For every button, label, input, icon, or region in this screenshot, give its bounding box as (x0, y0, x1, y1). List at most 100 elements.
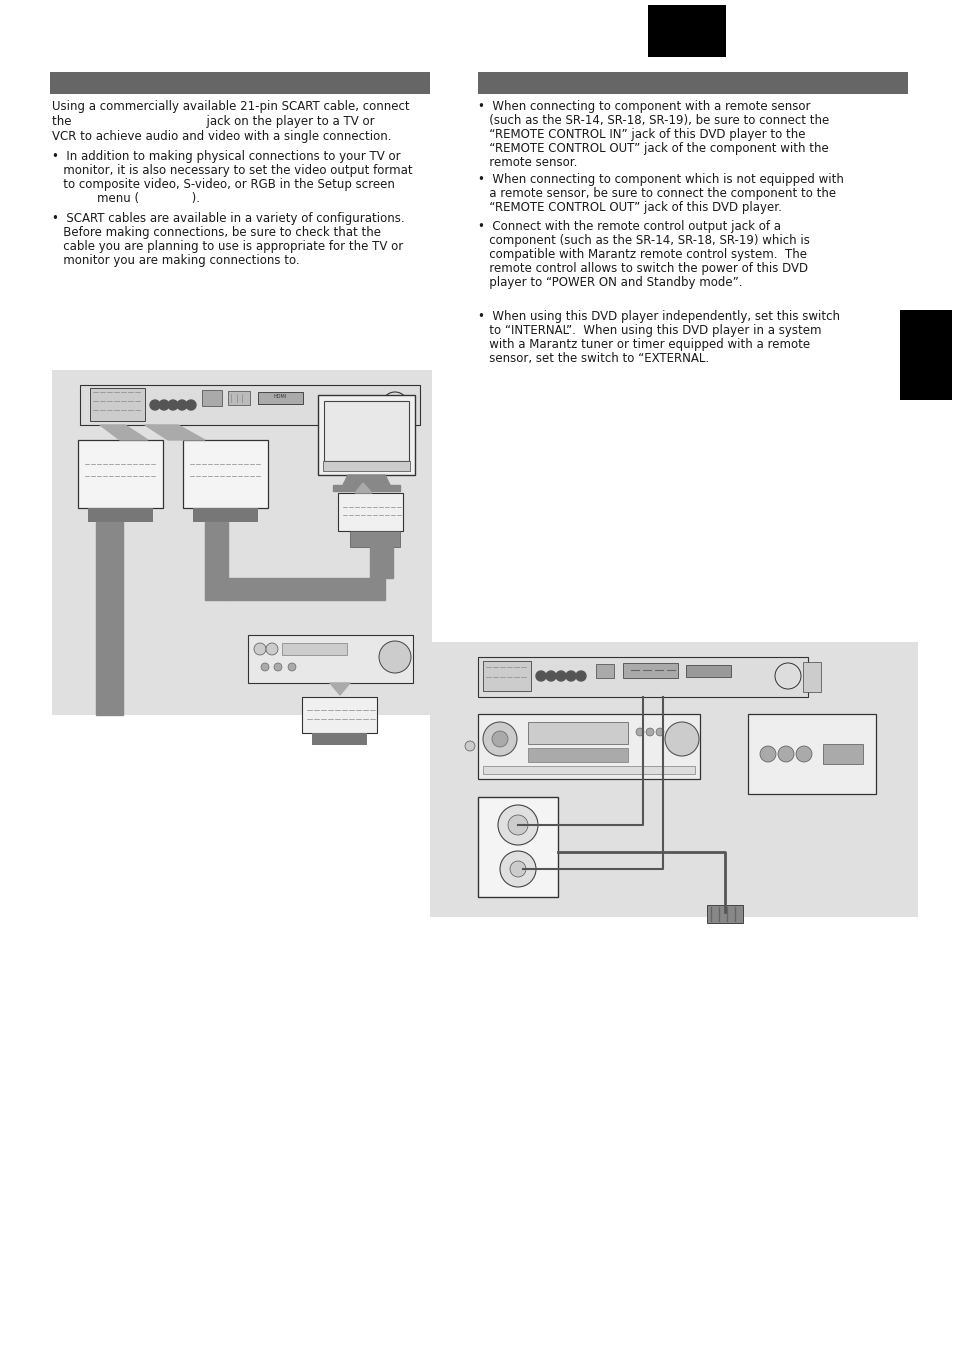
Bar (899, 309, 951, 400)
Bar (52, 370, 432, 715)
Bar (350, 531, 399, 547)
Bar (482, 766, 695, 774)
Polygon shape (145, 426, 205, 440)
Circle shape (159, 400, 169, 409)
Bar (90, 388, 145, 422)
Bar (527, 748, 627, 762)
Bar (685, 665, 730, 677)
Bar (248, 635, 413, 684)
Text: “REMOTE CONTROL OUT” jack of this DVD player.: “REMOTE CONTROL OUT” jack of this DVD pl… (477, 201, 781, 213)
Circle shape (253, 643, 266, 655)
Text: “REMOTE CONTROL OUT” jack of the component with the: “REMOTE CONTROL OUT” jack of the compone… (477, 142, 828, 155)
Bar (647, 5, 725, 57)
Bar (802, 662, 821, 692)
Bar (317, 394, 415, 476)
Circle shape (795, 746, 811, 762)
Text: to “INTERNAL”.  When using this DVD player in a system: to “INTERNAL”. When using this DVD playe… (477, 324, 821, 336)
Bar (477, 797, 558, 897)
Bar (622, 663, 678, 678)
Polygon shape (205, 578, 385, 600)
Circle shape (760, 746, 775, 762)
Text: component (such as the SR-14, SR-18, SR-19) which is: component (such as the SR-14, SR-18, SR-… (477, 234, 809, 247)
Bar (527, 721, 627, 744)
Circle shape (150, 400, 160, 409)
Text: •  When connecting to component which is not equipped with: • When connecting to component which is … (477, 173, 843, 186)
Bar (202, 390, 222, 407)
Bar (337, 493, 402, 531)
Text: compatible with Marantz remote control system.  The: compatible with Marantz remote control s… (477, 249, 806, 261)
Circle shape (388, 399, 401, 412)
Circle shape (565, 671, 576, 681)
Text: cable you are planning to use is appropriate for the TV or: cable you are planning to use is appropr… (52, 240, 403, 253)
Circle shape (499, 851, 536, 888)
Polygon shape (333, 485, 399, 490)
Bar (477, 713, 700, 780)
Bar (50, 72, 430, 95)
Circle shape (536, 671, 545, 681)
Circle shape (645, 728, 654, 736)
Circle shape (576, 671, 585, 681)
Bar (596, 663, 614, 678)
Text: monitor, it is also necessary to set the video output format: monitor, it is also necessary to set the… (52, 163, 413, 177)
Bar (323, 461, 410, 471)
Text: HDMI: HDMI (274, 394, 286, 400)
Circle shape (778, 746, 793, 762)
Polygon shape (370, 547, 393, 578)
Circle shape (556, 671, 565, 681)
Text: remote control allows to switch the power of this DVD: remote control allows to switch the powe… (477, 262, 807, 276)
Text: •  In addition to making physical connections to your TV or: • In addition to making physical connect… (52, 150, 400, 163)
Bar (228, 390, 250, 405)
Bar (78, 440, 163, 508)
Bar (183, 440, 268, 508)
Circle shape (177, 400, 187, 409)
Text: (such as the SR-14, SR-18, SR-19), be sure to connect the: (such as the SR-14, SR-18, SR-19), be su… (477, 113, 828, 127)
Polygon shape (205, 521, 228, 600)
Text: monitor you are making connections to.: monitor you are making connections to. (52, 254, 299, 267)
Text: remote sensor.: remote sensor. (477, 155, 577, 169)
Circle shape (464, 740, 475, 751)
Bar (482, 661, 531, 690)
Circle shape (664, 721, 699, 757)
Bar (477, 72, 907, 95)
Polygon shape (330, 684, 350, 694)
Circle shape (186, 400, 195, 409)
Text: •  When connecting to component with a remote sensor: • When connecting to component with a re… (477, 100, 810, 113)
Circle shape (656, 728, 663, 736)
Bar (324, 401, 409, 461)
Text: •  When using this DVD player independently, set this switch: • When using this DVD player independent… (477, 309, 840, 323)
Text: player to “POWER ON and Standby mode”.: player to “POWER ON and Standby mode”. (477, 276, 741, 289)
Bar (706, 905, 742, 923)
Circle shape (507, 815, 527, 835)
Circle shape (378, 640, 411, 673)
Text: •  Connect with the remote control output jack of a: • Connect with the remote control output… (477, 220, 781, 232)
Text: with a Marantz tuner or timer equipped with a remote: with a Marantz tuner or timer equipped w… (477, 338, 809, 351)
Bar (747, 713, 875, 794)
Text: sensor, set the switch to “EXTERNAL.: sensor, set the switch to “EXTERNAL. (477, 353, 708, 365)
Bar (822, 744, 862, 765)
Circle shape (274, 663, 282, 671)
Bar (430, 642, 917, 917)
Text: “REMOTE CONTROL IN” jack of this DVD player to the: “REMOTE CONTROL IN” jack of this DVD pla… (477, 128, 804, 141)
Bar (257, 392, 303, 404)
Polygon shape (96, 521, 123, 715)
Polygon shape (355, 484, 372, 493)
Text: the                                    jack on the player to a TV or: the jack on the player to a TV or (52, 115, 375, 128)
Circle shape (381, 392, 408, 417)
Text: Before making connections, be sure to check that the: Before making connections, be sure to ch… (52, 226, 380, 239)
Circle shape (510, 861, 525, 877)
Bar (302, 697, 376, 734)
Bar (282, 643, 347, 655)
Text: VCR to achieve audio and video with a single connection.: VCR to achieve audio and video with a si… (52, 130, 391, 143)
Bar (477, 657, 807, 697)
Circle shape (266, 643, 277, 655)
Bar (193, 508, 257, 521)
Text: •  SCART cables are available in a variety of configurations.: • SCART cables are available in a variet… (52, 212, 404, 226)
Bar (88, 508, 152, 521)
Bar (312, 734, 367, 744)
Circle shape (482, 721, 517, 757)
Circle shape (492, 731, 507, 747)
Text: menu (              ).: menu ( ). (52, 192, 200, 205)
Text: a remote sensor, be sure to connect the component to the: a remote sensor, be sure to connect the … (477, 186, 835, 200)
Circle shape (545, 671, 556, 681)
Circle shape (288, 663, 295, 671)
